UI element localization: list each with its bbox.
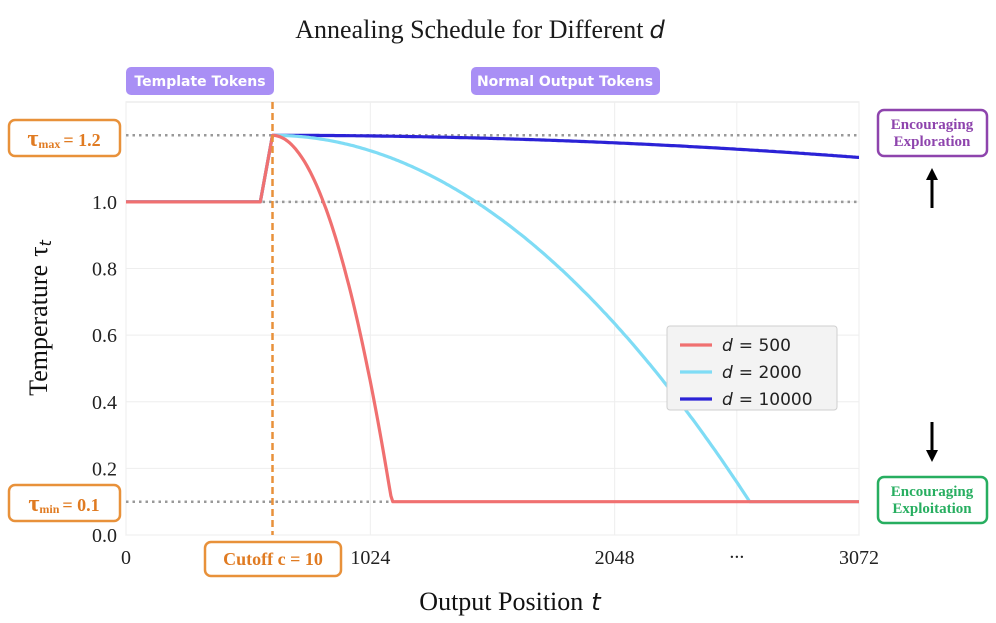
svg-text:Exploitation: Exploitation [892,501,972,517]
legend: d = 500 d = 2000 d = 10000 [666,325,838,411]
down-arrow-icon [926,422,938,462]
x-tick-label: ... [729,541,744,563]
series-line-d-10000 [126,133,861,204]
svg-text:Encouraging: Encouraging [891,117,974,133]
up-arrow-icon [926,168,938,208]
legend-label-d-2000: d = 2000 [722,363,802,383]
exploitation-annotation: Encouraging Exploitation [876,475,989,525]
svg-text:τmax= 1.2: τmax = 1.2 [27,126,100,152]
x-tick-labels: 0 1024 2048... 3072 [121,541,879,569]
legend-label-d-500: d = 500 [722,336,791,356]
y-tick-labels: 0.0 0.2 0.4 0.6 0.8 1.0 [92,192,117,547]
svg-text:Encouraging: Encouraging [891,484,974,500]
svg-text:τmin= 0.1: τmin = 0.1 [28,491,99,517]
series-line-d-500 [126,133,861,504]
y-tick-label: 0.4 [92,392,117,414]
chart-title: Annealing Schedule for Different d [295,15,665,44]
template-tokens-pill: Template Tokens [126,67,274,95]
x-axis-label: Output Position t [419,587,602,616]
y-tick-label: 1.0 [92,192,117,214]
y-tick-label: 0.6 [92,325,117,347]
x-tick-label: 3072 [839,547,879,569]
tau-min-annotation: τmin = 0.1 [7,483,122,523]
x-tick-label: 0 [121,547,131,569]
normal-output-tokens-label: Normal Output Tokens [477,74,653,90]
legend-label-d-10000: d = 10000 [722,390,813,410]
y-tick-label: 0.2 [92,458,117,480]
plot-area [125,101,860,536]
y-tick-label: 0.8 [92,259,117,281]
y-tick-label: 0.0 [92,525,117,547]
cutoff-annotation: Cutoff c = 10 [203,540,343,578]
series-lines [126,133,861,504]
svg-text:Exploration: Exploration [894,134,971,150]
y-axis-label: Temperatureτt [24,239,55,395]
template-tokens-label: Template Tokens [134,74,265,90]
tau-max-annotation: τmax = 1.2 [7,118,122,158]
svg-text:Cutoff c = 10: Cutoff c = 10 [223,549,323,569]
x-tick-label: 2048 [595,547,635,569]
normal-output-tokens-pill: Normal Output Tokens [471,67,660,95]
x-tick-label: 1024 [350,547,390,569]
exploration-annotation: Encouraging Exploration [876,108,989,158]
